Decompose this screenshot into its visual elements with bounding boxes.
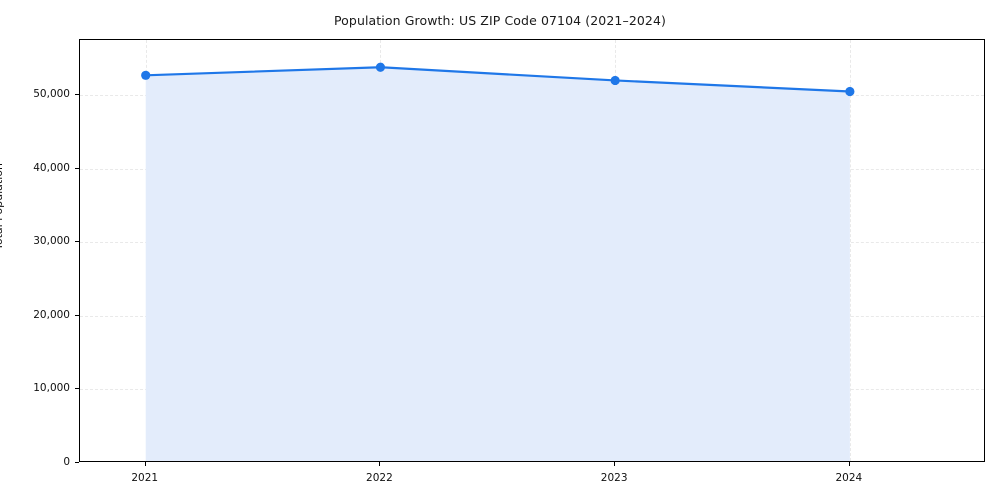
line-path	[144, 66, 851, 93]
plot-area	[79, 39, 985, 462]
y-axis-tick-mark	[75, 314, 79, 316]
chart-title: Population Growth: US ZIP Code 07104 (20…	[333, 13, 667, 28]
y-axis-tick-mark	[75, 94, 79, 96]
y-axis-tick-mark	[75, 241, 79, 243]
y-axis-tick-mark	[75, 388, 79, 390]
population-area-series	[141, 62, 855, 461]
x-axis-tick-label: 2021	[131, 472, 159, 484]
x-axis-tick-mark	[614, 462, 616, 466]
gridline-vertical	[849, 40, 851, 461]
x-axis-tick-mark	[848, 462, 850, 466]
x-axis-tick-label: 2024	[835, 472, 863, 484]
data-point-marker	[141, 70, 151, 80]
data-point-marker	[845, 86, 855, 97]
y-axis-tick-label: 30,000	[33, 235, 70, 248]
y-axis-tick-label: 0	[63, 456, 70, 468]
y-axis-tick-label: 10,000	[33, 382, 70, 395]
data-point-markers	[141, 62, 855, 97]
y-axis-tick-label: 40,000	[33, 161, 70, 174]
y-axis-tick-mark	[75, 167, 79, 169]
data-point-marker	[375, 62, 386, 72]
x-axis-tick-mark	[144, 462, 146, 466]
area-fill	[145, 67, 850, 461]
y-axis-tick-label: 20,000	[33, 308, 70, 321]
data-point-marker	[610, 75, 620, 86]
x-axis-tick-label: 2023	[600, 472, 628, 484]
y-axis-tick-mark	[75, 462, 79, 463]
x-axis-tick-label: 2022	[366, 472, 393, 484]
y-axis-tick-label: 50,000	[33, 88, 70, 101]
x-axis-tick-mark	[379, 462, 381, 466]
